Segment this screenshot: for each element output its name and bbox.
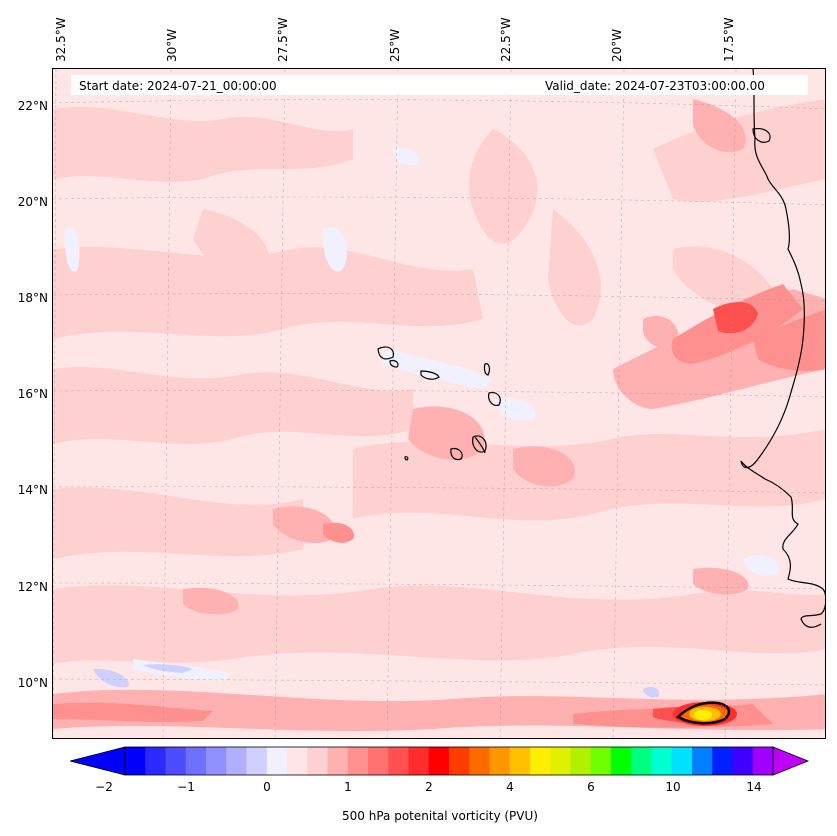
lon-label-30w: 30°W (165, 28, 179, 62)
pv-intense-peak (673, 701, 737, 726)
colorbar-cell (570, 747, 592, 775)
colorbar-cell (388, 747, 409, 775)
colorbar-max-arrow (772, 746, 810, 776)
lat-label-22n: 22°N (17, 99, 48, 113)
lon-label-20w: 20°W (610, 28, 624, 62)
lon-label-22-5w: 22.5°W (499, 17, 513, 62)
colorbar-cell (368, 747, 389, 775)
lat-label-12n: 12°N (17, 580, 48, 594)
colorbar-cell (246, 747, 268, 775)
colorbar-cell (307, 747, 328, 775)
colorbar-cell (408, 747, 430, 775)
colorbar-cell (712, 747, 733, 775)
colorbar-cell (327, 747, 349, 775)
colorbar-tick: 4 (506, 780, 514, 794)
colorbar-cell (226, 747, 247, 775)
lat-label-14n: 14°N (17, 483, 48, 497)
valid-date-label: Valid_date: 2024-07-23T03:00:00.00 (545, 79, 765, 93)
lat-label-18n: 18°N (17, 291, 48, 305)
colorbar-cell (347, 747, 369, 775)
colorbar-cell (206, 747, 227, 775)
pv-field-map (53, 69, 825, 738)
colorbar-cells (125, 747, 774, 775)
colorbar-cell (489, 747, 511, 775)
colorbar-cell (266, 747, 288, 775)
colorbar-cell (165, 747, 187, 775)
colorbar-tick: 6 (587, 780, 595, 794)
date-header-box (71, 75, 808, 95)
map-panel[interactable] (52, 68, 826, 739)
lon-label-17-5w: 17.5°W (722, 17, 736, 62)
lon-label-25w: 25°W (388, 28, 402, 62)
colorbar-cell (692, 747, 713, 775)
coastline (740, 69, 825, 628)
colorbar-cell (428, 747, 450, 775)
lat-label-10n: 10°N (17, 676, 48, 690)
colorbar-cell (752, 747, 774, 775)
colorbar (70, 746, 810, 776)
colorbar-outline (124, 746, 774, 776)
colorbar-cell (287, 747, 308, 775)
colorbar-tick: 14 (746, 780, 762, 794)
colorbar-min-arrow (70, 746, 126, 776)
pv-contour-negative (93, 664, 660, 698)
start-date-label: Start date: 2024-07-21_00:00:00 (79, 79, 277, 93)
colorbar-cell (550, 747, 571, 775)
colorbar-cell (590, 747, 612, 775)
colorbar-tick: −1 (177, 780, 195, 794)
colorbar-cell (449, 747, 470, 775)
colorbar-cell (732, 747, 754, 775)
colorbar-cell (469, 747, 490, 775)
colorbar-tick: 2 (425, 780, 433, 794)
lat-label-16n: 16°N (17, 387, 48, 401)
lon-label-32-5w: 32.5°W (54, 17, 68, 62)
colorbar-cell (671, 747, 693, 775)
cape-verde-islands (377, 346, 501, 461)
colorbar-cell (651, 747, 673, 775)
colorbar-cell (631, 747, 652, 775)
colorbar-tick: 1 (344, 780, 352, 794)
colorbar-tick: 10 (665, 780, 681, 794)
lat-label-20n: 20°N (17, 195, 48, 209)
colorbar-cell (611, 747, 632, 775)
colorbar-cell (530, 747, 551, 775)
lon-label-27-5w: 27.5°W (276, 17, 290, 62)
colorbar-label: 500 hPa potenital vorticity (PVU) (342, 809, 538, 823)
colorbar-cell (509, 747, 531, 775)
colorbar-cell (185, 747, 207, 775)
colorbar-cell (125, 747, 146, 775)
colorbar-cell (145, 747, 166, 775)
colorbar-tick: 0 (263, 780, 271, 794)
colorbar-tick: −2 (95, 780, 113, 794)
gridlines (53, 69, 825, 738)
